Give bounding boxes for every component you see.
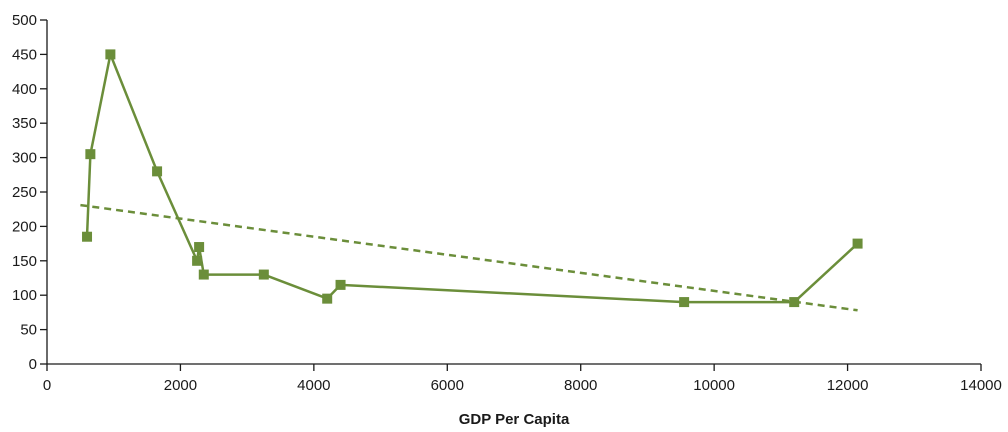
data-point [198, 269, 209, 280]
trend-line [80, 203, 858, 312]
y-ticks: 0 50 100 150 200 250 300 350 400 450 500 [12, 12, 47, 373]
plot-area [80, 49, 863, 312]
x-axis-label: GDP Per Capita [459, 411, 570, 428]
data-point [322, 293, 333, 304]
x-tick-label: 4000 [297, 377, 330, 394]
y-tick-label: 400 [12, 81, 37, 98]
series-line [85, 53, 859, 304]
x-tick-label: 8000 [564, 377, 597, 394]
y-tick-label: 100 [12, 287, 37, 304]
data-point [152, 166, 163, 177]
y-tick-label: 0 [29, 356, 37, 373]
y-tick-label: 250 [12, 184, 37, 201]
data-point [852, 238, 863, 249]
y-tick-label: 300 [12, 150, 37, 167]
y-tick-label: 50 [20, 322, 37, 339]
y-tick-label: 200 [12, 218, 37, 235]
x-tick-label: 0 [43, 377, 51, 394]
y-tick-label: 450 [12, 46, 37, 63]
x-ticks: 0 2000 4000 6000 8000 10000 12000 14000 [43, 364, 1002, 394]
axes [46, 20, 981, 365]
x-tick-label: 12000 [827, 377, 869, 394]
y-tick-label: 350 [12, 115, 37, 132]
y-tick-label: 500 [12, 12, 37, 29]
x-tick-label: 2000 [164, 377, 197, 394]
data-point [192, 255, 203, 266]
data-point [335, 279, 346, 290]
x-tick-label: 14000 [960, 377, 1002, 394]
data-point [194, 242, 205, 253]
data-point [85, 149, 96, 160]
data-point [258, 269, 269, 280]
x-tick-label: 10000 [693, 377, 735, 394]
y-tick-label: 150 [12, 253, 37, 270]
data-point [82, 231, 93, 242]
x-tick-label: 6000 [431, 377, 464, 394]
data-point [789, 297, 800, 308]
data-point [105, 49, 116, 60]
data-point [679, 297, 690, 308]
